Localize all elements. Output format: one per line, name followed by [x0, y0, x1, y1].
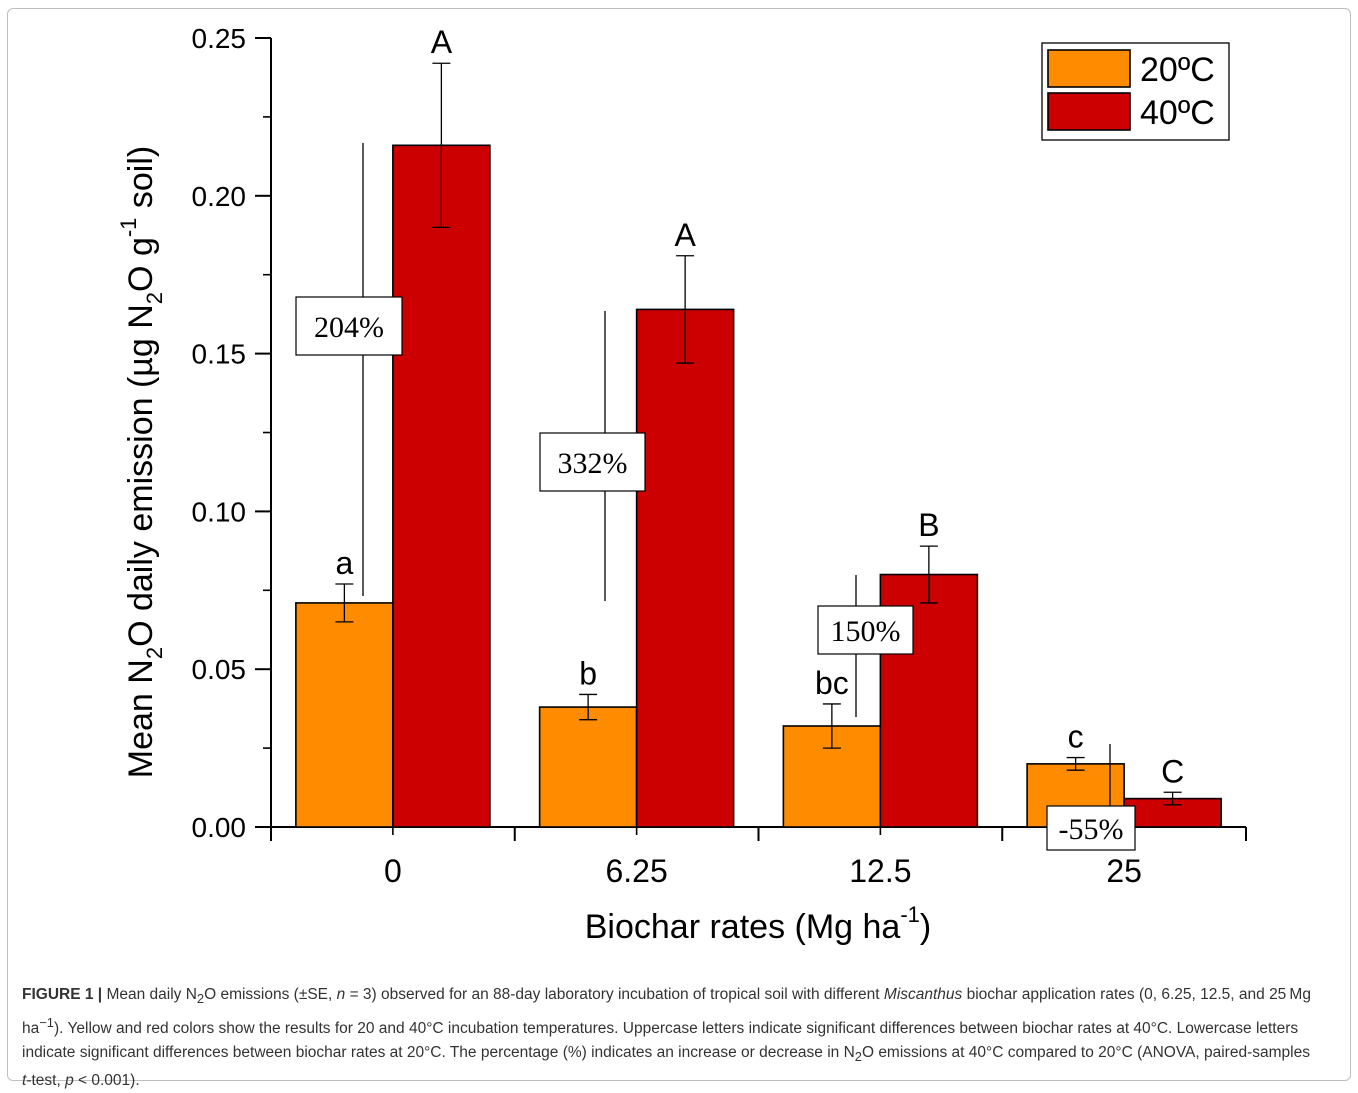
- y-tick-label: 0.00: [192, 812, 247, 843]
- percentage-label: 150%: [831, 615, 901, 648]
- caption-text-1: Mean daily N: [102, 986, 197, 1003]
- caption-p-variable: p: [65, 1072, 74, 1090]
- legend-swatch-40c: [1047, 92, 1131, 131]
- x-category-label: 0: [384, 853, 402, 889]
- chart-axes: 0.00 0.05 0.10 0.15 0.20 0.25 0 6.25 12.5 25 Bioch…: [116, 23, 1247, 946]
- y-axis-title-part: soil): [122, 146, 160, 218]
- caption-subscript-1: 2: [196, 991, 205, 1007]
- caption-n-variable: n: [336, 986, 346, 1003]
- y-axis-title-subscript: 2: [142, 647, 167, 659]
- legend-label-20c: 20ºC: [1140, 51, 1215, 89]
- caption-text-2: O emissions (±SE,: [204, 986, 337, 1003]
- bar-chart: 0.00 0.05 0.10 0.15 0.20 0.25 0 6.25 12.5 25 Bioch…: [116, 23, 1247, 946]
- significance-letter-40c-1: A: [674, 217, 696, 253]
- y-tick-label: 0.25: [192, 23, 247, 54]
- bar-40c-0: [392, 144, 491, 828]
- percentage-box: [817, 605, 914, 655]
- caption-label: FIGURE 1 |: [22, 986, 103, 1003]
- y-tick-label: 0.20: [192, 181, 247, 212]
- error-bar-20c-3: [1066, 756, 1085, 771]
- figure-caption: FIGURE 1 | Mean daily N2O emissions (±SE…: [22, 983, 1322, 1093]
- x-category-label: 12.5: [849, 853, 911, 889]
- bar-20c-0: [295, 602, 394, 828]
- percentage-box: [539, 432, 646, 492]
- significance-letter-40c-0: A: [431, 24, 453, 60]
- significance-letter-40c-2: B: [918, 507, 939, 543]
- chart-bars: a b bc c A A B C: [295, 24, 1222, 828]
- caption-text-5: ). Yellow and red colors show the result…: [22, 1020, 1299, 1062]
- significance-letter-20c-0: a: [335, 545, 353, 581]
- caption-text-6: O emissions at 40°C compared to 20°C (AN…: [861, 1044, 1310, 1062]
- legend-swatch-20c: [1047, 49, 1131, 88]
- percentage-box: [295, 296, 403, 356]
- error-bar-20c-2: [822, 703, 841, 749]
- caption-text-8: < 0.001).: [73, 1072, 140, 1090]
- y-axis-title-part: Mean N: [122, 659, 160, 778]
- bar-20c-1: [538, 706, 638, 828]
- x-category-label: 25: [1106, 853, 1142, 889]
- significance-letter-20c-3: c: [1068, 719, 1084, 755]
- percentage-label: -55%: [1059, 813, 1124, 846]
- figure-frame: [7, 8, 1351, 1081]
- y-tick-label: 0.10: [192, 496, 247, 527]
- caption-text-7: -test,: [26, 1072, 66, 1090]
- caption-text-4: biochar application rates (0, 6.25, 12.5…: [22, 986, 1311, 1038]
- error-bar-20c-0: [335, 583, 354, 623]
- chart-annotations: 204% 332% 150% -55%: [295, 143, 1136, 851]
- y-axis-title-subscript: 2: [142, 292, 167, 304]
- error-bar-20c-1: [579, 693, 598, 721]
- y-tick-label: 0.15: [192, 339, 247, 370]
- y-axis-title-part: O g: [122, 237, 160, 292]
- x-axis-title-superscript: -1: [900, 902, 920, 927]
- significance-letter-20c-2: bc: [815, 665, 849, 701]
- legend-label-40c: 40ºC: [1140, 94, 1215, 132]
- x-axis-title: Biochar rates (Mg ha-1): [585, 902, 931, 946]
- y-axis-title-part: O daily emission (µg N: [122, 304, 160, 647]
- x-axis-title-part: Biochar rates (Mg ha: [585, 908, 901, 946]
- y-tick-label: 0.05: [192, 654, 247, 685]
- percentage-label: 204%: [314, 311, 384, 344]
- percentage-box: [1046, 805, 1136, 851]
- error-bar-40c-0: [432, 62, 451, 229]
- error-bar-40c-1: [676, 255, 695, 364]
- error-bar-40c-3: [1163, 791, 1182, 806]
- y-axis-title: Mean N2O daily emission (µg N2O g-1 soil…: [116, 146, 167, 778]
- caption-superscript: −1: [39, 1015, 54, 1031]
- x-axis-title-part: ): [920, 908, 931, 946]
- caption-t-variable: t: [22, 1072, 27, 1090]
- chart-legend: 20ºC 40ºC: [1041, 42, 1230, 141]
- percentage-label: 332%: [558, 447, 628, 480]
- significance-letter-20c-1: b: [579, 655, 597, 691]
- significance-letter-40c-3: C: [1161, 753, 1184, 789]
- caption-text-3: = 3) observed for an 88-day laboratory i…: [345, 986, 884, 1003]
- bar-40c-1: [635, 308, 735, 828]
- y-axis-title-superscript: -1: [116, 218, 141, 238]
- caption-species: Miscanthus: [883, 986, 963, 1003]
- error-bar-40c-2: [919, 545, 938, 604]
- x-category-label: 6.25: [605, 853, 667, 889]
- caption-subscript-2: 2: [854, 1049, 862, 1065]
